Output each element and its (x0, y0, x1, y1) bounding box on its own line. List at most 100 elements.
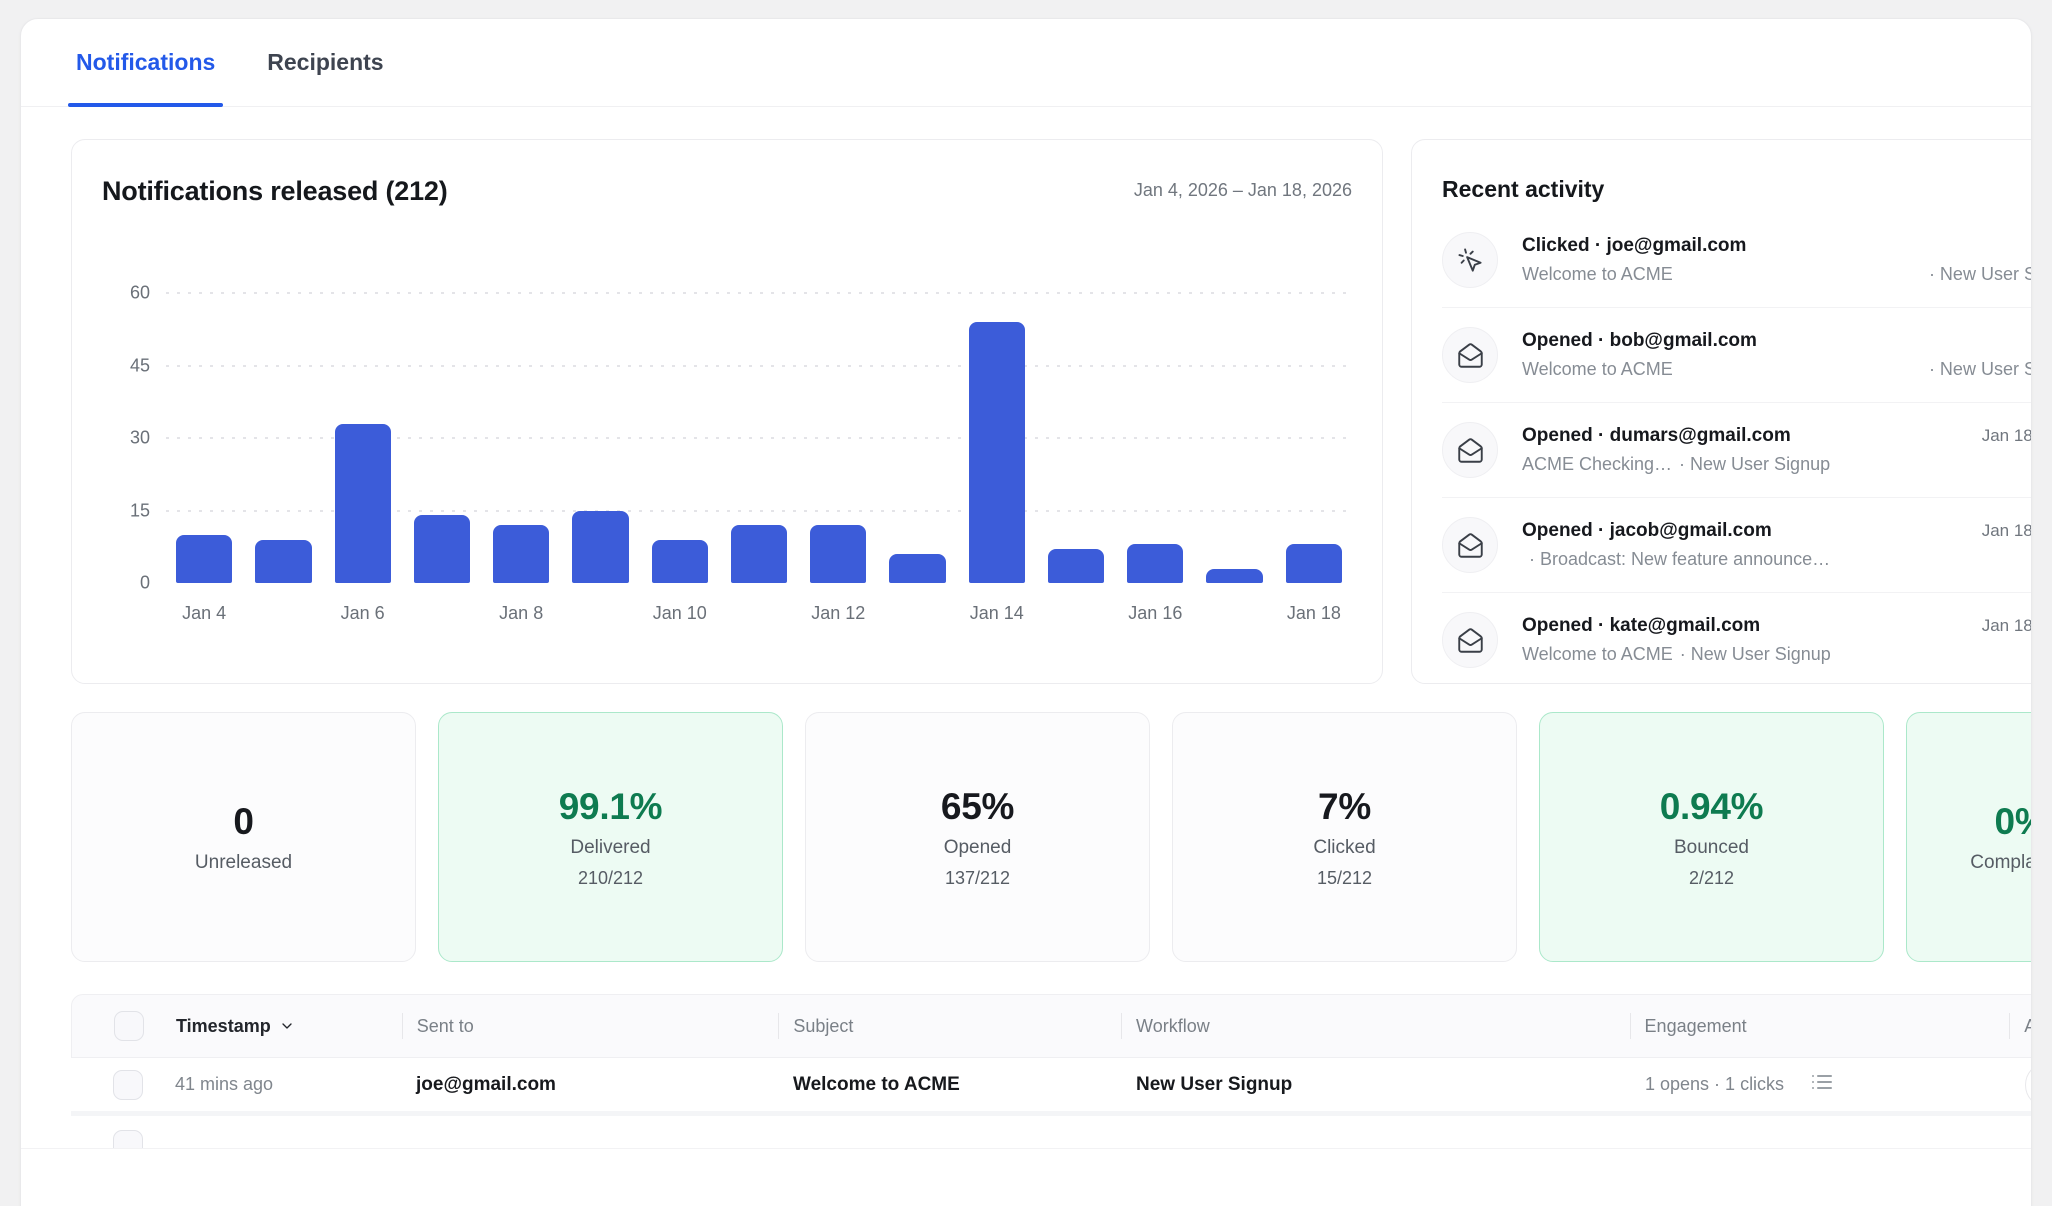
x-tick-label: Jan 4 (182, 603, 227, 623)
y-tick-label: 15 (129, 500, 150, 520)
bar-jan-13[interactable] (889, 554, 946, 583)
tab-bar: Notifications Recipients (21, 19, 2031, 107)
row-actions-button[interactable] (2025, 1061, 2031, 1108)
stat-detail: 15/212 (1316, 867, 1373, 888)
bar-jan-5[interactable] (255, 539, 312, 583)
bar-jan-6[interactable] (334, 423, 391, 583)
bar-jan-17[interactable] (1206, 568, 1263, 583)
activity-title-text: Opened · jacob@gmail.com (1522, 520, 1772, 541)
activity-subject: Welcome to ACME (1522, 264, 1673, 284)
activity-title-text: Opened · dumars@gmail.com (1522, 425, 1791, 446)
x-tick-label: Jan 18 (1286, 603, 1341, 623)
x-tick-label: Jan 10 (652, 603, 707, 623)
stat-label: Bounced (1673, 836, 1749, 858)
activity-timestamp: Jan 18, 2026 (1981, 426, 2032, 445)
table-header: Timestamp Sent to Subject Workflow Engag… (71, 994, 2031, 1058)
stat-card-bounced[interactable]: 0.94% Bounced 2/212 (1539, 712, 1884, 962)
row-checkbox[interactable] (113, 1069, 143, 1100)
bar-jan-12[interactable] (810, 525, 867, 583)
stat-label: Unreleased (194, 851, 293, 873)
mail-open-icon (1442, 612, 1498, 668)
bar-jan-9[interactable] (572, 510, 629, 583)
stat-card-clicked[interactable]: 7% Clicked 15/212 (1172, 712, 1517, 962)
activity-item[interactable]: Opened · jacob@gmail.com Jan 18, 2026 · … (1442, 498, 2031, 593)
activity-workflow: · New User Signup (1928, 264, 2031, 284)
mail-open-icon (1442, 517, 1498, 573)
engagement-details-icon[interactable] (1810, 1070, 1834, 1099)
bar-jan-16[interactable] (1127, 544, 1184, 583)
cell-subject: Welcome to ACME (793, 1073, 960, 1095)
column-header-sent-to: Sent to (402, 995, 779, 1057)
chevron-down-icon (282, 1023, 292, 1029)
bottom-bar (21, 1148, 2031, 1206)
cell-workflow: New User Signup (1136, 1073, 1293, 1095)
activity-item[interactable]: Opened · dumars@gmail.com Jan 18, 2026 A… (1442, 403, 2032, 498)
mail-open-icon (1442, 327, 1498, 383)
x-tick-label: Jan 14 (969, 603, 1024, 623)
column-header-subject: Subject (778, 995, 1121, 1057)
activity-title-text: Opened · bob@gmail.com (1522, 330, 1757, 351)
y-tick-label: 60 (129, 282, 150, 303)
stat-value: 0.94% (1659, 785, 1764, 827)
x-tick-label (731, 603, 787, 624)
stat-value: 0 (233, 800, 254, 842)
app-window: Notifications Recipients Notifications r… (20, 18, 2032, 1206)
activity-subject: ACME Checking… (1522, 454, 1673, 474)
x-tick-label (1206, 603, 1262, 624)
stat-detail: 210/212 (577, 867, 644, 888)
column-header-engagement: Engagement (1630, 995, 2010, 1057)
chart-date-range: Jan 4, 2026 – Jan 18, 2026 (1133, 180, 1352, 200)
x-tick-label (414, 603, 470, 624)
stat-detail: 137/212 (944, 867, 1011, 888)
stat-card-unreleased[interactable]: 0 Unreleased (71, 712, 416, 962)
bar-jan-4[interactable] (176, 534, 233, 583)
bar-chart: 0 15 30 45 60 Jan 4 Jan 6 Jan 8 Jan 10 Jan 12 Jan… (102, 283, 1352, 624)
tab-recipients[interactable]: Recipients (267, 49, 384, 75)
stat-label: Opened (943, 836, 1012, 858)
bar-jan-10[interactable] (651, 539, 708, 583)
notifications-chart-card: Notifications released (212) Jan 4, 2026… (71, 139, 1383, 684)
y-tick-label: 45 (129, 355, 150, 375)
stat-detail: 2/212 (1688, 867, 1735, 888)
x-tick-label: Jan 16 (1128, 603, 1183, 623)
bar-jan-18[interactable] (1285, 544, 1342, 583)
bar-jan-11[interactable] (730, 525, 788, 583)
activity-workflow: · New User Signup (1679, 454, 1831, 474)
mouse-click-icon (1442, 232, 1498, 288)
x-tick-label: Jan 8 (499, 603, 544, 623)
bar-jan-8[interactable] (493, 525, 550, 583)
activity-title-text: Opened · kate@gmail.com (1522, 615, 1761, 636)
activity-subject: Welcome to ACME (1522, 644, 1673, 664)
bar-jan-15[interactable] (1047, 549, 1105, 583)
chart-x-labels: Jan 4 Jan 6 Jan 8 Jan 10 Jan 12 Jan 14 Jan 16 J… (166, 603, 1352, 624)
tab-notifications[interactable]: Notifications (67, 19, 224, 107)
activity-workflow: · New User Signup (1679, 644, 1831, 664)
stat-value: 0% (1994, 800, 2031, 842)
activity-item[interactable]: Opened · bob@gmail.com Welcome to ACME ·… (1442, 308, 2031, 403)
notifications-table: Timestamp Sent to Subject Workflow Engag… (71, 994, 2031, 1174)
stat-label: Complained (1970, 851, 2031, 873)
stat-card-delivered[interactable]: 99.1% Delivered 210/212 (438, 712, 783, 962)
activity-workflow: · New User Signup (1928, 359, 2031, 379)
table-row[interactable]: 41 mins ago joe@gmail.com Welcome to ACM… (71, 1058, 2031, 1116)
activity-title-text: Clicked · joe@gmail.com (1522, 235, 1747, 256)
activity-workflow: · Broadcast: New feature announce… (1529, 549, 1831, 569)
main-content: Notifications released (212) Jan 4, 2026… (21, 107, 2032, 1174)
column-header-actions: Actions (2009, 995, 2031, 1057)
chart-plot (166, 292, 1352, 583)
activity-item[interactable]: Opened · kate@gmail.com Jan 18, 2026 Wel… (1442, 593, 2031, 683)
bar-jan-7[interactable] (413, 515, 471, 583)
stat-card-complained[interactable]: 0% Complained (1906, 712, 2031, 962)
bar-jan-14[interactable] (968, 322, 1025, 583)
stat-label: Clicked (1313, 836, 1376, 858)
chart-title: Notifications released (212) (102, 176, 448, 206)
column-header-timestamp[interactable]: Timestamp (176, 1016, 295, 1037)
stat-value: 65% (940, 785, 1015, 827)
stats-row: 0 Unreleased 99.1% Delivered 210/212 65%… (71, 712, 2031, 962)
y-tick-label: 0 (139, 572, 150, 593)
chart-y-axis: 0 15 30 45 60 (102, 283, 150, 593)
select-all-checkbox[interactable] (114, 1011, 144, 1041)
stat-card-opened[interactable]: 65% Opened 137/212 (805, 712, 1150, 962)
activity-item[interactable]: Clicked · joe@gmail.com Welcome to ACME … (1442, 213, 2031, 308)
